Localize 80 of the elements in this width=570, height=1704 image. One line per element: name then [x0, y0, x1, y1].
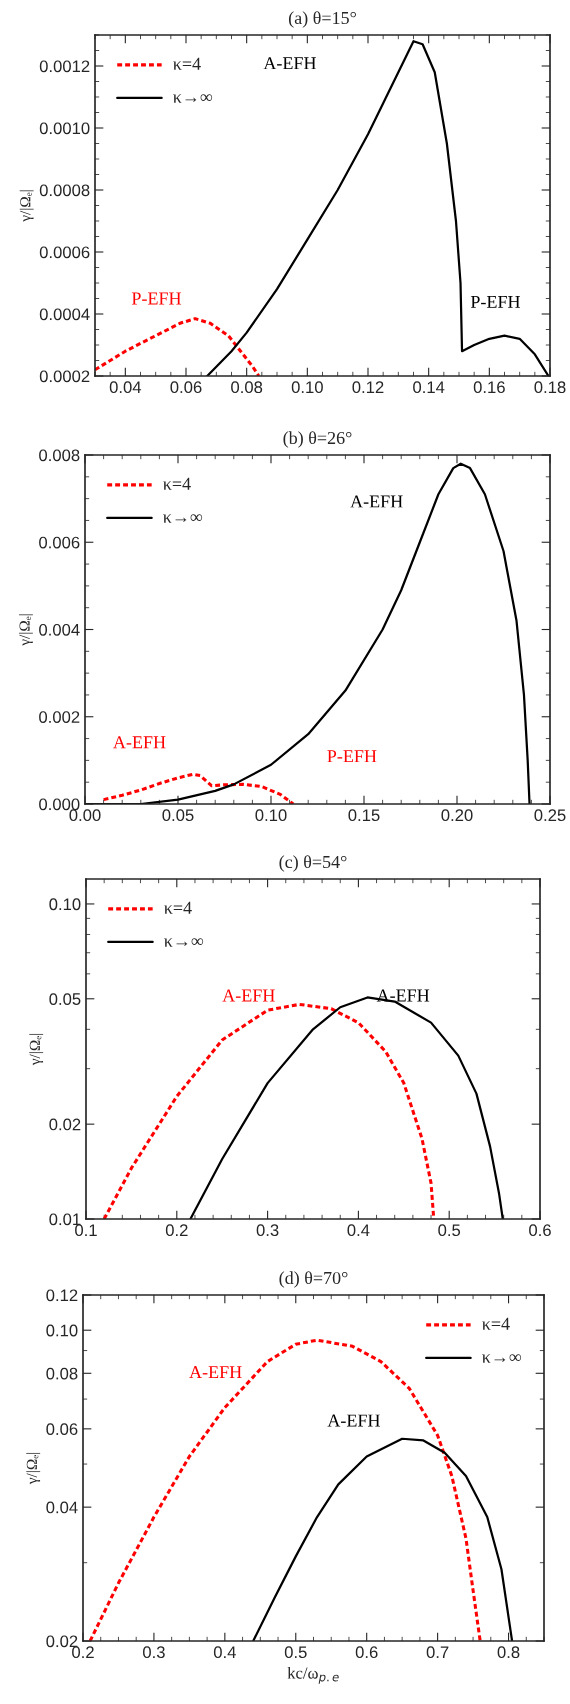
- y-axis-title: γ/|Ωₑ|: [29, 1033, 44, 1066]
- x-tick-label: 0.5: [438, 1224, 461, 1237]
- legend-label: κ→∞: [164, 938, 204, 947]
- chart-title: (c) θ=54°: [279, 855, 347, 872]
- chart-title: (d) θ=70°: [279, 1271, 348, 1288]
- y-tick-label: 0.0010: [39, 122, 90, 135]
- x-tick-label: 0.20: [441, 809, 473, 822]
- line-series: [95, 317, 261, 376]
- annotation: A-EFH: [327, 1414, 380, 1427]
- line-series: [252, 1437, 514, 1641]
- y-tick-label: 0.08: [46, 1367, 78, 1380]
- x-tick-label: 0.08: [231, 381, 263, 394]
- x-tick-label: 0.4: [347, 1224, 370, 1237]
- x-tick-label: 0.4: [213, 1646, 236, 1659]
- legend-label: κ=4: [482, 1317, 510, 1330]
- y-tick-label: 0.0004: [39, 308, 90, 321]
- chart-title: (b) θ=26°: [283, 431, 352, 448]
- annotation: A-EFH: [263, 57, 316, 70]
- annotation: P-EFH: [131, 292, 182, 305]
- annotation: A-EFH: [350, 495, 403, 508]
- x-tick-label: 0.5: [284, 1646, 307, 1659]
- y-tick-label: 0.000: [39, 798, 80, 811]
- x-tick-label: 0.6: [529, 1224, 551, 1237]
- legend-label: κ=4: [163, 477, 191, 490]
- y-tick-label: 0.10: [49, 898, 81, 911]
- legend-label: κ→∞: [482, 1354, 522, 1363]
- x-tick-label: 0.3: [142, 1646, 165, 1659]
- x-tick-label: 0.3: [256, 1224, 279, 1237]
- y-tick-label: 0.002: [39, 711, 80, 723]
- y-tick-label: 0.10: [46, 1324, 78, 1337]
- x-tick-label: 0.15: [348, 809, 380, 822]
- y-tick-label: 0.0006: [39, 246, 90, 259]
- line-series: [102, 1002, 436, 1219]
- annotation: A-EFH: [376, 989, 430, 1002]
- x-tick-label: 0.04: [109, 381, 142, 394]
- legend-label: κ=4: [164, 901, 192, 914]
- y-axis-title: γ/|Ωₑ|: [19, 190, 34, 222]
- x-tick-label: 0.10: [255, 809, 287, 822]
- y-tick-label: 0.02: [49, 1118, 81, 1131]
- annotation: A-EFH: [222, 989, 275, 1002]
- legend-label: κ→∞: [163, 514, 203, 523]
- y-axis-title: γ/|Ωₑ|: [18, 614, 33, 646]
- x-tick-label: 0.25: [534, 809, 566, 822]
- x-tick-label: 0.1: [75, 1224, 97, 1237]
- line-series: [102, 772, 295, 804]
- x-tick-label: 0.12: [352, 381, 384, 394]
- x-tick-label: 0.7: [426, 1646, 449, 1659]
- y-tick-label: 0.02: [46, 1635, 78, 1648]
- annotation: P-EFH: [470, 295, 521, 308]
- y-tick-label: 0.04: [46, 1501, 78, 1514]
- x-tick-label: 0.06: [170, 381, 202, 394]
- legend-label: κ=4: [173, 57, 201, 70]
- y-tick-label: 0.0008: [39, 184, 90, 197]
- y-tick-label: 0.008: [39, 449, 80, 462]
- y-tick-label: 0.05: [49, 993, 81, 1005]
- x-tick-label: 0.8: [497, 1646, 520, 1659]
- x-axis-title: kc/ω$_{p.e}$: [287, 1666, 339, 1684]
- legend-label: κ→∞: [173, 94, 213, 103]
- x-tick-label: 0.05: [162, 809, 194, 822]
- chart-title: (a) θ=15°: [288, 11, 356, 28]
- annotation: A-EFH: [189, 1366, 242, 1379]
- annotation: P-EFH: [327, 750, 377, 763]
- y-tick-label: 0.004: [39, 623, 80, 636]
- x-tick-label: 0.2: [165, 1224, 188, 1237]
- y-tick-label: 0.01: [49, 1213, 81, 1226]
- annotation: A-EFH: [113, 736, 166, 749]
- x-tick-label: 0.00: [69, 809, 101, 822]
- y-tick-label: 0.12: [46, 1289, 78, 1302]
- x-tick-label: 0.14: [413, 381, 445, 394]
- line-series: [88, 1338, 482, 1641]
- x-tick-label: 0.16: [473, 381, 505, 394]
- y-axis-title: γ/|Ωₑ|: [26, 1452, 41, 1485]
- x-tick-label: 0.2: [72, 1646, 94, 1659]
- x-tick-label: 0.18: [534, 381, 566, 394]
- x-tick-label: 0.10: [291, 381, 323, 394]
- y-tick-label: 0.0012: [39, 60, 90, 73]
- y-tick-label: 0.06: [46, 1423, 78, 1436]
- x-tick-label: 0.6: [355, 1646, 378, 1659]
- y-tick-label: 0.006: [39, 536, 80, 549]
- y-tick-label: 0.0002: [39, 370, 90, 383]
